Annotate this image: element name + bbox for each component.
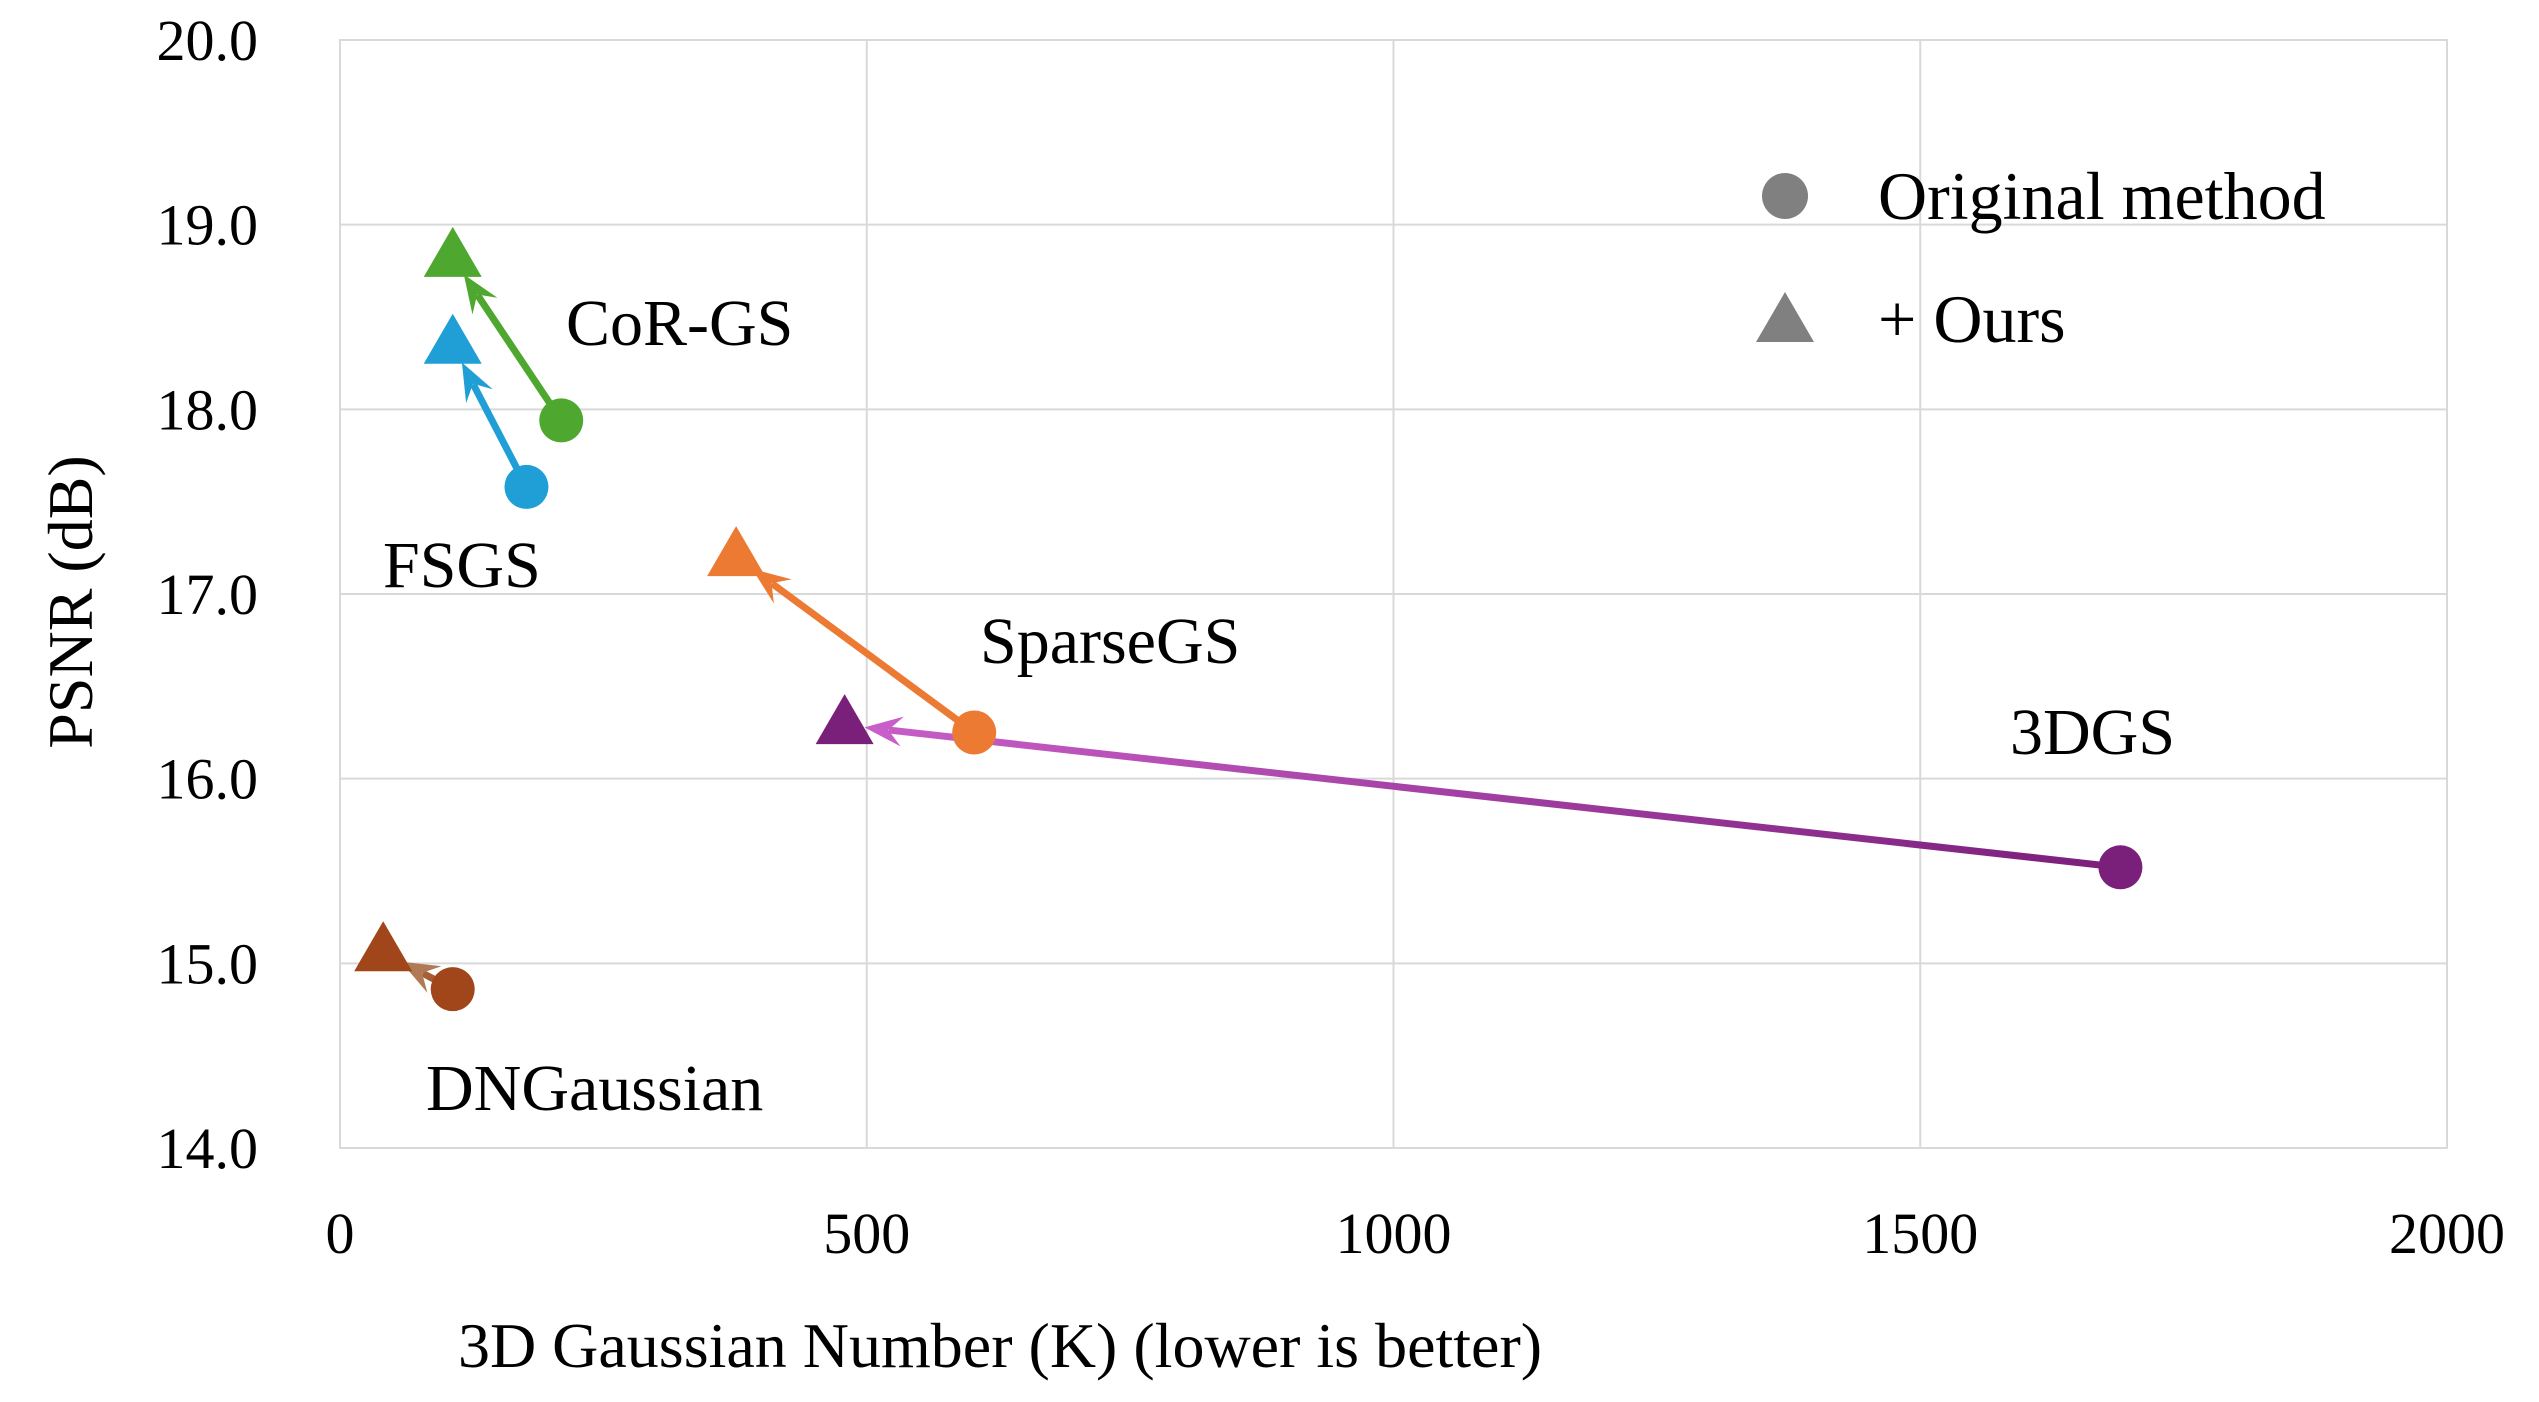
original-point-cor-gs	[539, 398, 584, 443]
legend: Original method + Ours	[1756, 158, 2326, 357]
arrowhead-fsgs	[461, 362, 493, 404]
original-point-fsgs	[504, 464, 549, 509]
x-tick-label: 1000	[1336, 1201, 1452, 1266]
y-tick-label: 18.0	[157, 377, 259, 442]
connector-line-3dgs	[888, 726, 2124, 871]
connector-line-cor-gs	[475, 294, 565, 424]
ours-point-3dgs	[815, 694, 874, 745]
y-tick-label: 20.0	[157, 8, 259, 73]
legend-label-original: Original method	[1878, 158, 2326, 234]
grid-lines	[339, 39, 2448, 1149]
y-axis-title: PSNR (dB)	[35, 455, 106, 748]
original-point-sparsegs	[952, 710, 997, 755]
ours-point-cor-gs	[423, 226, 482, 277]
x-axis-title: 3D Gaussian Number (K) (lower is better)	[458, 1310, 1542, 1381]
series-label-dngaussian: DNGaussian	[426, 1052, 763, 1125]
x-tick-label: 1500	[1862, 1201, 1978, 1266]
original-point-dngaussian	[430, 967, 475, 1012]
x-tick-label: 500	[823, 1201, 910, 1266]
ours-point-fsgs	[423, 313, 482, 364]
x-tick-labels: 0 500 1000 1500 2000	[326, 1201, 2506, 1266]
series-labels: CoR-GS FSGS SparseGS 3DGS DNGaussian	[383, 287, 2175, 1125]
y-tick-label: 16.0	[157, 747, 259, 812]
series-label-sparsegs: SparseGS	[980, 605, 1240, 678]
y-tick-label: 17.0	[157, 562, 259, 627]
ours-point-dngaussian	[354, 921, 413, 972]
legend-circle-marker	[1762, 173, 1808, 219]
legend-label-ours: + Ours	[1878, 281, 2066, 357]
arrowhead-cor-gs	[463, 274, 498, 315]
series-label-fsgs: FSGS	[383, 529, 541, 602]
series-label-cor-gs: CoR-GS	[566, 287, 793, 360]
legend-triangle-marker	[1756, 292, 1814, 342]
y-tick-label: 14.0	[157, 1116, 259, 1181]
arrowhead-sparsegs	[752, 568, 792, 604]
series-label-3dgs: 3DGS	[2010, 696, 2175, 769]
plot-area	[339, 39, 2448, 1149]
arrowhead-3dgs	[864, 716, 904, 747]
y-tick-label: 15.0	[157, 931, 259, 996]
series-connectors	[400, 274, 2124, 993]
x-tick-label: 0	[326, 1201, 355, 1266]
x-tick-label: 2000	[2389, 1201, 2505, 1266]
series-markers	[354, 226, 2143, 1012]
y-tick-label: 19.0	[157, 193, 259, 258]
y-tick-labels: 14.0 15.0 16.0 17.0 18.0 19.0 20.0	[157, 8, 259, 1181]
connector-line-sparsegs	[771, 582, 978, 736]
original-point-3dgs	[2098, 845, 2143, 890]
ours-point-sparsegs	[707, 526, 766, 577]
